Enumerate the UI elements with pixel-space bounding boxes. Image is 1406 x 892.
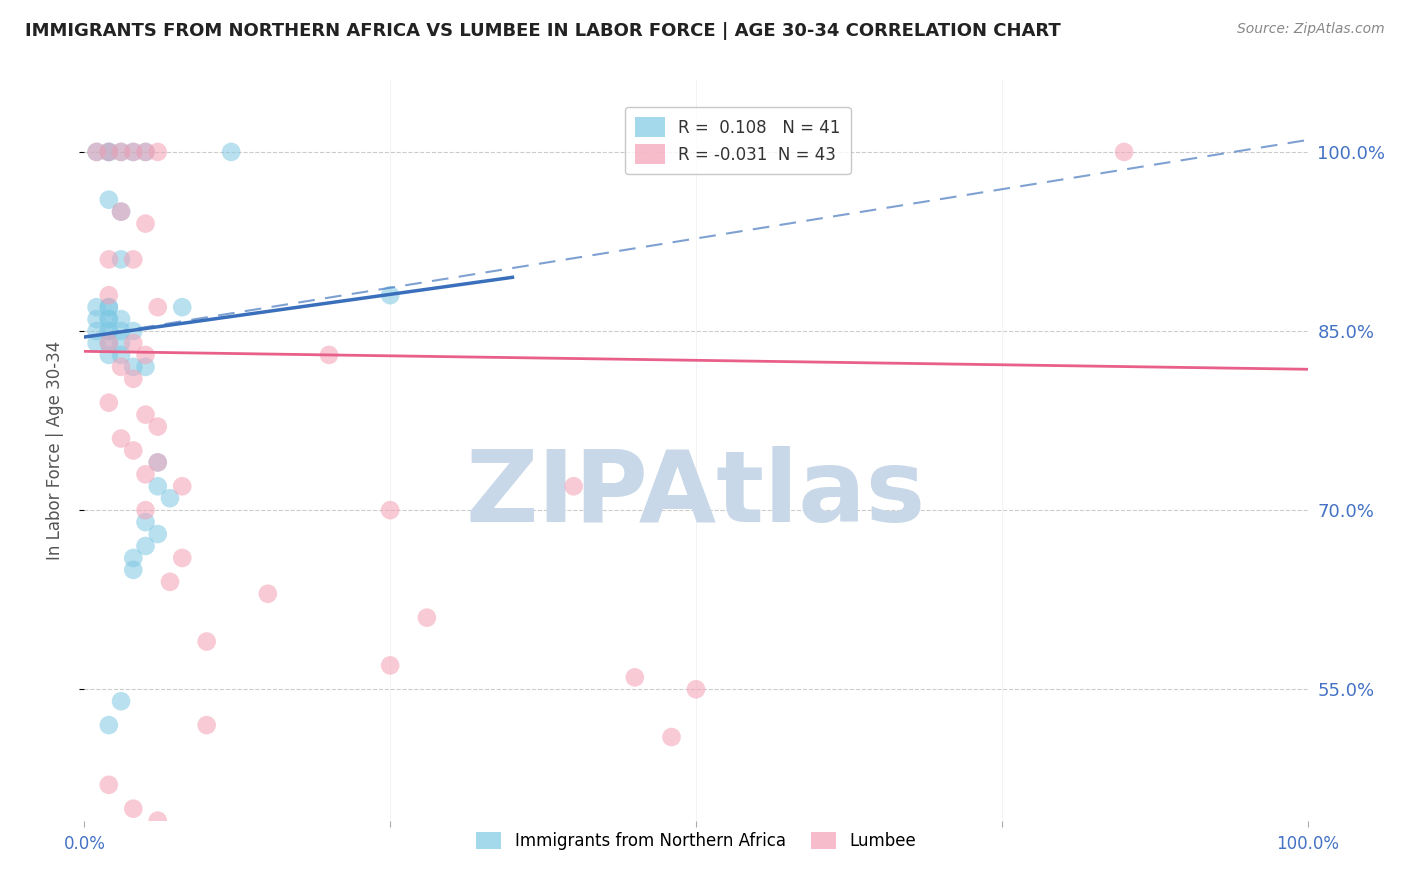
Point <box>110 312 132 326</box>
Point <box>122 145 145 159</box>
Point <box>146 455 169 469</box>
Point <box>97 778 120 792</box>
Point <box>110 145 132 159</box>
Point <box>135 515 157 529</box>
Point <box>172 300 194 314</box>
Point <box>146 419 169 434</box>
Point <box>110 432 132 446</box>
Point <box>146 300 169 314</box>
Point <box>135 348 157 362</box>
Point <box>86 145 108 159</box>
Point <box>195 634 218 648</box>
Point <box>110 336 132 351</box>
Point <box>110 252 132 267</box>
Point <box>110 348 132 362</box>
Point <box>416 610 439 624</box>
Point <box>146 527 169 541</box>
Text: ZIPAtlas: ZIPAtlas <box>465 446 927 543</box>
Y-axis label: In Labor Force | Age 30-34: In Labor Force | Age 30-34 <box>45 341 63 560</box>
Point <box>135 539 157 553</box>
Point <box>122 252 145 267</box>
Point <box>97 252 120 267</box>
Point <box>172 479 194 493</box>
Point <box>624 670 647 684</box>
Point <box>146 479 169 493</box>
Point <box>97 395 120 409</box>
Point <box>97 336 120 351</box>
Point <box>110 359 132 374</box>
Point <box>97 193 120 207</box>
Point <box>122 802 145 816</box>
Point <box>97 718 120 732</box>
Point <box>122 145 145 159</box>
Point <box>86 300 108 314</box>
Point <box>86 145 108 159</box>
Point <box>97 324 120 338</box>
Point <box>110 324 132 338</box>
Point <box>86 312 108 326</box>
Point <box>122 336 145 351</box>
Point <box>97 336 120 351</box>
Point <box>135 145 157 159</box>
Point <box>172 550 194 565</box>
Point <box>146 145 169 159</box>
Point <box>318 348 340 362</box>
Point <box>110 145 132 159</box>
Point <box>97 145 120 159</box>
Point <box>135 408 157 422</box>
Point <box>135 503 157 517</box>
Point <box>159 491 181 506</box>
Point <box>86 336 108 351</box>
Text: IMMIGRANTS FROM NORTHERN AFRICA VS LUMBEE IN LABOR FORCE | AGE 30-34 CORRELATION: IMMIGRANTS FROM NORTHERN AFRICA VS LUMBE… <box>25 22 1062 40</box>
Point <box>97 324 120 338</box>
Point <box>110 204 132 219</box>
Point <box>1114 145 1136 159</box>
Point <box>135 145 157 159</box>
Point <box>122 563 145 577</box>
Point <box>97 288 120 302</box>
Point <box>146 814 169 828</box>
Point <box>219 145 242 159</box>
Point <box>135 217 157 231</box>
Point <box>380 658 402 673</box>
Point <box>97 300 120 314</box>
Point <box>195 718 218 732</box>
Point <box>97 145 120 159</box>
Point <box>110 204 132 219</box>
Point <box>97 300 120 314</box>
Point <box>122 372 145 386</box>
Point <box>135 359 157 374</box>
Point <box>562 479 585 493</box>
Point <box>380 503 402 517</box>
Point <box>146 455 169 469</box>
Text: 100.0%: 100.0% <box>1277 835 1339 853</box>
Text: 0.0%: 0.0% <box>63 835 105 853</box>
Point <box>135 467 157 482</box>
Point <box>97 145 120 159</box>
Point <box>86 324 108 338</box>
Point <box>685 682 707 697</box>
Point <box>380 288 402 302</box>
Point <box>122 550 145 565</box>
Text: Source: ZipAtlas.com: Source: ZipAtlas.com <box>1237 22 1385 37</box>
Point <box>122 443 145 458</box>
Legend: Immigrants from Northern Africa, Lumbee: Immigrants from Northern Africa, Lumbee <box>470 825 922 856</box>
Point <box>97 312 120 326</box>
Point <box>159 574 181 589</box>
Point <box>122 359 145 374</box>
Point <box>257 587 280 601</box>
Point <box>122 324 145 338</box>
Point <box>97 312 120 326</box>
Point <box>661 730 683 744</box>
Point <box>97 348 120 362</box>
Point <box>110 694 132 708</box>
